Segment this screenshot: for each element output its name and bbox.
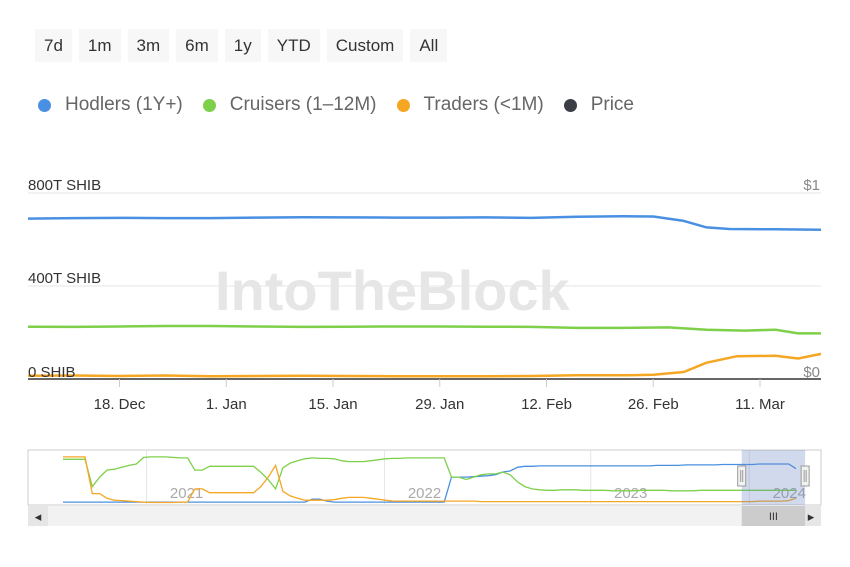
grid: [28, 192, 821, 380]
navigator-frame: [27, 449, 822, 506]
watermark-text: IntoTheBlock: [215, 259, 571, 322]
x-axis: 18. Dec 1. Jan 15. Jan 29. Jan 12. Feb 26. Fe…: [94, 379, 785, 413]
navigator-year-label: 2024: [773, 485, 806, 502]
legend-dot-traders: [396, 98, 410, 112]
legend-item-cruisers[interactable]: Cruisers (1–12M): [202, 94, 377, 116]
scrollbar-grip-icon[interactable]: III: [769, 511, 778, 523]
navigator-line-cruisers: [63, 456, 796, 492]
x-tick-label: 26. Feb: [628, 396, 679, 413]
navigator-selection: [741, 450, 806, 505]
series-lines: [27, 215, 822, 378]
y-right-tick-label-0: $0: [803, 364, 820, 381]
x-tick-label: 18. Dec: [94, 396, 146, 413]
scroll-right-icon[interactable]: ▸: [808, 509, 815, 524]
range-button-1y[interactable]: 1y: [224, 29, 261, 62]
navigator[interactable]: 2021 2022 2023 2024: [27, 449, 822, 506]
legend-dot-cruisers: [202, 98, 216, 112]
range-button-ytd[interactable]: YTD: [267, 29, 320, 62]
legend-dot-hodlers: [38, 98, 51, 112]
legend-item-hodlers[interactable]: Hodlers (1Y+): [38, 94, 183, 116]
series-line-traders: [27, 352, 822, 378]
y-tick-label-800: 800T SHIB: [28, 177, 101, 194]
navigator-year-label: 2022: [408, 485, 441, 502]
navigator-scrollbar[interactable]: ◂ ▸ III: [28, 506, 821, 526]
y-right-tick-label-1: $1: [803, 177, 820, 194]
range-selector: 7d 1m 3m 6m 1y YTD Custom All: [35, 29, 448, 62]
navigator-left-handle: [737, 465, 747, 487]
series-line-hodlers: [27, 215, 822, 231]
x-tick-label: 29. Jan: [415, 396, 464, 413]
legend-label-price: Price: [590, 94, 634, 115]
legend-label-hodlers: Hodlers (1Y+): [65, 94, 183, 115]
legend-item-price[interactable]: Price: [563, 94, 634, 116]
scrollbar-thumb[interactable]: [741, 506, 806, 526]
legend-dot-price: [563, 98, 577, 112]
legend-label-traders: Traders (<1M): [423, 94, 544, 115]
navigator-line-traders: [63, 456, 797, 504]
navigator-year-label: 2021: [170, 485, 203, 502]
legend: Hodlers (1Y+) Cruisers (1–12M) Traders (…: [38, 94, 634, 116]
range-button-1m[interactable]: 1m: [78, 29, 121, 62]
x-tick-label: 1. Jan: [206, 396, 247, 413]
scrollbar-left-button[interactable]: [28, 506, 48, 526]
range-button-all[interactable]: All: [410, 29, 448, 62]
navigator-year-label: 2023: [614, 485, 647, 502]
range-button-6m[interactable]: 6m: [176, 29, 218, 62]
x-tick-label: 15. Jan: [308, 396, 357, 413]
scrollbar-track[interactable]: [28, 506, 821, 526]
y-tick-label-400: 400T SHIB: [28, 270, 101, 287]
y-tick-label-0: 0 SHIB: [28, 364, 76, 381]
range-button-7d[interactable]: 7d: [35, 29, 72, 62]
navigator-right-handle: [800, 465, 810, 487]
range-button-custom[interactable]: Custom: [326, 29, 404, 62]
legend-item-traders[interactable]: Traders (<1M): [396, 94, 544, 116]
scroll-left-icon[interactable]: ◂: [35, 509, 42, 524]
x-tick-label: 11. Mar: [735, 396, 785, 413]
scrollbar-right-button[interactable]: [801, 506, 821, 526]
series-line-cruisers: [27, 324, 821, 335]
legend-label-cruisers: Cruisers (1–12M): [229, 94, 377, 115]
x-tick-label: 12. Feb: [521, 396, 572, 413]
range-button-3m[interactable]: 3m: [127, 29, 170, 62]
